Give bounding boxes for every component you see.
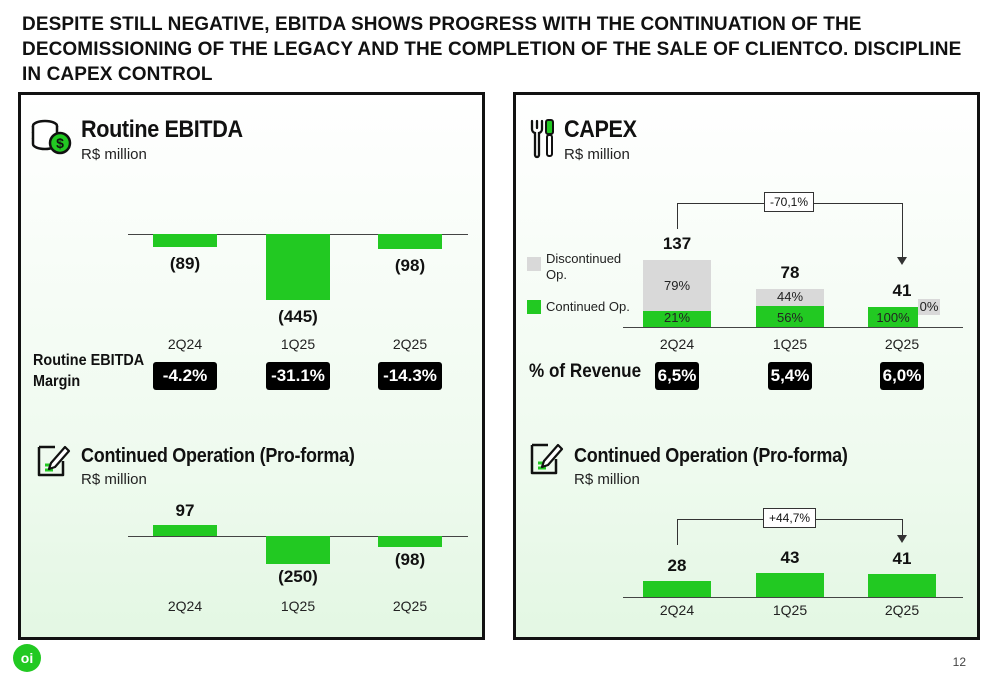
ebitda-category-label: 2Q25 <box>392 336 428 352</box>
margin-label-line2: Margin <box>33 373 81 390</box>
capex-revenue-pill: 6,0% <box>880 362 924 390</box>
capex-panel: CAPEX R$ million Discontinued Op. Contin… <box>513 92 980 640</box>
ebitda-category-label: 2Q24 <box>167 336 203 352</box>
ebitda-value-label: (89) <box>169 254 201 274</box>
ebitda-margin-pill: -14.3% <box>378 362 442 390</box>
right-cont-category-label: 2Q24 <box>659 602 695 618</box>
tools-icon <box>530 119 554 159</box>
left-cont-value-label: (98) <box>394 549 426 569</box>
routine-ebitda-panel: $ Routine EBITDA R$ million (89) 2Q24 -4.2… <box>18 92 485 640</box>
document-pen-icon <box>37 445 71 477</box>
left-cont-value-label: 97 <box>175 501 195 521</box>
capex-continued-share: 100% <box>876 310 910 325</box>
page-number: 12 <box>952 655 966 669</box>
capex-discontinued-share: 79% <box>663 278 691 294</box>
ebitda-bar <box>378 234 442 249</box>
legend-discontinued-line1: Discontinued <box>546 251 622 266</box>
left-continued-title: Continued Operation (Pro-forma) <box>81 445 355 467</box>
arrow-down-icon <box>897 257 907 265</box>
capex-axis <box>623 327 963 328</box>
legend-continued-label: Continued Op. <box>546 299 630 314</box>
right-cont-value-label: 43 <box>780 548 800 567</box>
capex-bar-continued <box>756 305 824 327</box>
capex-discontinued-share: 44% <box>776 289 804 305</box>
ebitda-chart: (89) 2Q24 -4.2% (445) 1Q25 -31.1% (98) 2Q25 -14.… <box>21 95 482 395</box>
page-title: DESPITE STILL NEGATIVE, EBITDA SHOWS PRO… <box>22 14 962 85</box>
capex-continued-share: 21% <box>663 310 691 325</box>
capex-category-label: 2Q25 <box>884 336 920 352</box>
svg-text:oi: oi <box>21 650 33 666</box>
ebitda-value-label: (445) <box>278 307 318 326</box>
ebitda-bar <box>153 234 217 248</box>
left-cont-category-label: 2Q24 <box>167 598 203 614</box>
left-cont-value-label: (250) <box>278 567 318 586</box>
legend-discontinued-label: Discontinued Op. <box>546 251 621 283</box>
right-continued-title: Continued Operation (Pro-forma) <box>574 445 848 467</box>
capex-bar-discontinued <box>756 288 824 306</box>
left-cont-bar <box>153 525 217 536</box>
ebitda-margin-pill: -4.2% <box>153 362 217 390</box>
margin-label-line1: Routine EBITDA <box>33 352 145 369</box>
coins-dollar-icon: $ <box>31 119 72 155</box>
ebitda-value-label: (98) <box>394 255 426 275</box>
ebitda-margin-pill: -31.1% <box>266 362 330 390</box>
right-continued-unit: R$ million <box>574 471 640 488</box>
right-cont-value-label: 28 <box>667 556 687 576</box>
right-cont-bar <box>643 581 711 597</box>
arrow-down-icon <box>897 535 907 543</box>
left-continued-unit: R$ million <box>81 471 147 488</box>
left-continued-chart: 97 2Q24 (250) 1Q25 (98) 2Q25 <box>21 95 482 637</box>
capex-chart: 137 21% 79% 2Q24 6,5% 78 56% 44% 1Q25 5,4% 41 100% 0… <box>516 95 977 395</box>
right-cont-variation-box: +44,7% <box>763 508 817 528</box>
capex-category-label: 2Q24 <box>659 336 695 352</box>
capex-revenue-pill: 6,5% <box>655 362 699 390</box>
margin-label: Routine EBITDA Margin <box>33 350 144 392</box>
left-cont-category-label: 2Q25 <box>392 598 428 614</box>
capex-variation-connector <box>902 203 903 257</box>
right-cont-category-label: 2Q25 <box>884 602 920 618</box>
left-cont-bar <box>378 536 442 547</box>
right-cont-category-label: 1Q25 <box>772 602 808 618</box>
capex-bar-discontinued <box>643 260 711 313</box>
capex-bar-continued <box>868 306 918 327</box>
left-cont-bar <box>266 536 330 564</box>
right-cont-bar <box>868 574 936 597</box>
right-cont-variation-connector <box>677 519 678 545</box>
capex-total-label: 137 <box>662 234 692 253</box>
legend-continued-swatch <box>527 300 541 314</box>
capex-title: CAPEX <box>564 116 637 143</box>
right-cont-bar <box>756 573 824 597</box>
capex-variation-connector <box>677 203 678 229</box>
ebitda-bar <box>266 234 330 300</box>
capex-bar-continued <box>643 311 711 327</box>
left-cont-category-label: 1Q25 <box>280 598 316 614</box>
capex-unit: R$ million <box>564 146 630 163</box>
right-cont-variation-connector <box>902 519 903 535</box>
capex-discontinued-share: 0% <box>918 299 940 315</box>
legend-discontinued-line2: Op. <box>546 267 567 282</box>
right-cont-axis <box>623 597 963 598</box>
legend-discontinued-swatch <box>527 257 541 271</box>
oi-logo: oi <box>13 644 41 672</box>
capex-category-label: 1Q25 <box>772 336 808 352</box>
document-pen-icon <box>530 443 564 475</box>
capex-total-label: 78 <box>780 262 800 282</box>
revenue-label: % of Revenue <box>529 361 642 382</box>
right-cont-value-label: 41 <box>892 549 912 569</box>
ebitda-unit: R$ million <box>81 146 147 163</box>
capex-revenue-pill: 5,4% <box>768 362 812 390</box>
ebitda-title: Routine EBITDA <box>81 116 243 143</box>
capex-variation-box: -70,1% <box>764 192 815 212</box>
svg-text:$: $ <box>56 135 64 151</box>
capex-continued-share: 56% <box>776 310 804 325</box>
right-continued-chart: 28 2Q24 43 1Q25 41 2Q25 +44,7% <box>516 95 977 637</box>
ebitda-category-label: 1Q25 <box>280 336 316 352</box>
capex-total-label: 41 <box>892 280 912 300</box>
